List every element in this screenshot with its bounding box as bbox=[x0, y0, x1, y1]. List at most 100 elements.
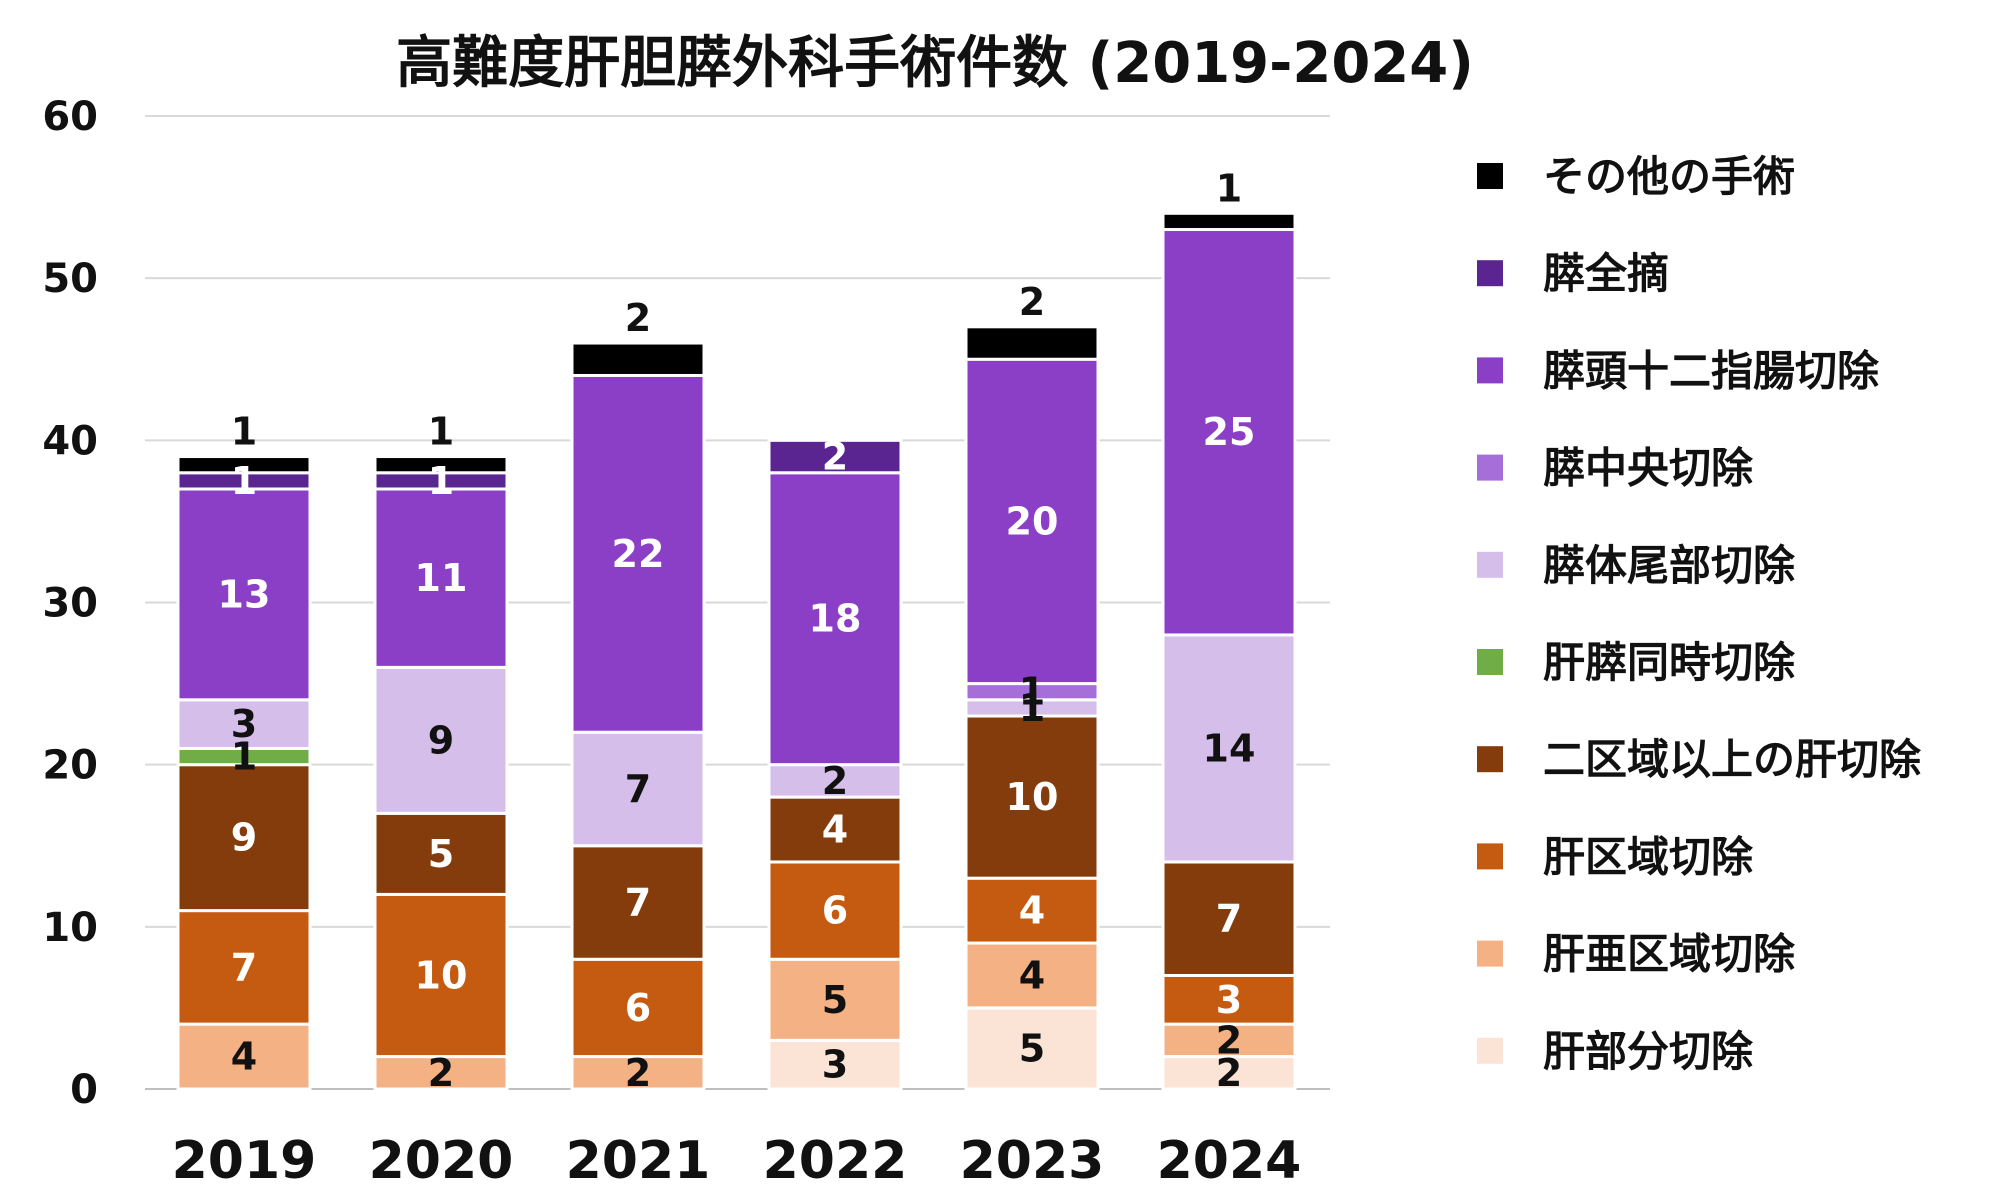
x-tick-label: 2022 bbox=[763, 1131, 908, 1191]
data-label: 3 bbox=[1216, 978, 1242, 1022]
x-tick-label: 2020 bbox=[369, 1131, 514, 1191]
legend: その他の手術膵全摘膵頭十二指腸切除膵中央切除膵体尾部切除肝膵同時切除二区域以上の… bbox=[1477, 152, 1922, 1076]
legend-swatch bbox=[1477, 649, 1503, 675]
bar-segment bbox=[1161, 860, 1297, 977]
bars: 4791313112105911112677222356421825441011… bbox=[176, 166, 1297, 1095]
data-label: 1 bbox=[231, 459, 257, 503]
bar-segment bbox=[570, 341, 706, 377]
legend-item: 膵中央切除 bbox=[1477, 444, 1754, 493]
data-label: 5 bbox=[822, 978, 848, 1022]
legend-item: 膵頭十二指腸切除 bbox=[1477, 346, 1880, 395]
bar-segment bbox=[373, 455, 509, 475]
data-label: 18 bbox=[809, 597, 862, 641]
data-label: 9 bbox=[428, 718, 454, 762]
data-label: 10 bbox=[1006, 775, 1059, 819]
legend-item: 肝亜区域切除 bbox=[1477, 930, 1796, 979]
data-label: 2 bbox=[625, 1051, 651, 1095]
x-tick-label: 2021 bbox=[566, 1131, 711, 1191]
data-label: 22 bbox=[612, 532, 665, 576]
y-tick-label: 10 bbox=[42, 905, 98, 951]
data-label: 9 bbox=[231, 816, 257, 860]
bar-2023: 5 4 4 10 11 20 2 bbox=[964, 280, 1100, 1091]
bar-segment bbox=[570, 957, 706, 1059]
bar-segment bbox=[767, 763, 903, 799]
y-tick-label: 60 bbox=[42, 94, 98, 140]
data-label: 3 bbox=[822, 1043, 848, 1087]
bar-segment bbox=[1161, 228, 1297, 637]
data-label: 1 bbox=[231, 735, 257, 779]
data-label: 11 bbox=[415, 556, 468, 600]
data-label: 7 bbox=[625, 881, 651, 925]
bar-segment bbox=[767, 1038, 903, 1091]
data-label: 1 bbox=[1019, 686, 1045, 730]
bar-segment bbox=[1161, 211, 1297, 232]
data-label: 1 bbox=[1019, 670, 1045, 714]
data-label: 2 bbox=[822, 759, 848, 803]
data-label: 10 bbox=[415, 953, 468, 997]
data-label: 6 bbox=[625, 986, 651, 1030]
bar-segment bbox=[964, 714, 1100, 880]
bar-segment bbox=[176, 909, 312, 1026]
data-label: 2 bbox=[1216, 1018, 1242, 1062]
y-tick-label: 40 bbox=[42, 418, 98, 464]
bar-segment bbox=[767, 471, 903, 767]
bar-segment bbox=[767, 860, 903, 961]
bar-2022: 3 5 6 4 2 18 2 bbox=[767, 435, 903, 1091]
legend-swatch bbox=[1477, 163, 1503, 189]
data-label: 1 bbox=[428, 410, 454, 454]
data-label: 7 bbox=[1216, 897, 1242, 941]
data-label: 2 bbox=[428, 1051, 454, 1095]
data-label: 7 bbox=[625, 767, 651, 811]
data-label: 6 bbox=[822, 889, 848, 933]
legend-label: 二区域以上の肝切除 bbox=[1543, 735, 1922, 784]
data-label: 1 bbox=[1216, 166, 1242, 210]
bar-segment bbox=[373, 892, 509, 1059]
legend-label: 肝亜区域切除 bbox=[1543, 930, 1796, 979]
data-label: 4 bbox=[1019, 953, 1045, 997]
legend-swatch bbox=[1477, 454, 1503, 481]
legend-item: 膵全摘 bbox=[1477, 249, 1669, 298]
legend-label: 膵体尾部切除 bbox=[1543, 541, 1796, 590]
bar-segment bbox=[176, 763, 312, 913]
data-label: 13 bbox=[218, 572, 271, 616]
x-axis: 2019 2020 2021 2022 2023 2024 bbox=[172, 1131, 1302, 1191]
legend-item: 肝部分切除 bbox=[1477, 1027, 1754, 1076]
bar-segment bbox=[570, 844, 706, 961]
data-label: 20 bbox=[1006, 499, 1059, 543]
data-label: 25 bbox=[1203, 410, 1256, 454]
data-label: 2 bbox=[1019, 280, 1045, 324]
grid-lines bbox=[145, 115, 1330, 1090]
legend-item: 肝膵同時切除 bbox=[1477, 638, 1796, 687]
bar-segment bbox=[964, 357, 1100, 686]
legend-label: 膵中央切除 bbox=[1543, 444, 1754, 493]
legend-swatch bbox=[1477, 357, 1503, 384]
legend-item: その他の手術 bbox=[1477, 152, 1795, 201]
bar-segment bbox=[1161, 973, 1297, 1026]
legend-swatch bbox=[1477, 551, 1503, 578]
bar-segment bbox=[767, 795, 903, 864]
bar-segment bbox=[964, 876, 1100, 945]
legend-label: 肝膵同時切除 bbox=[1543, 638, 1796, 687]
data-label: 14 bbox=[1203, 726, 1256, 770]
data-label: 4 bbox=[1019, 889, 1045, 933]
y-tick-label: 20 bbox=[42, 743, 98, 789]
data-label: 2 bbox=[1216, 1051, 1242, 1095]
legend-swatch bbox=[1477, 746, 1503, 773]
data-label: 2 bbox=[822, 435, 848, 479]
bar-segment bbox=[1161, 1022, 1297, 1059]
legend-item: 膵体尾部切除 bbox=[1477, 541, 1796, 590]
legend-swatch bbox=[1477, 1037, 1503, 1064]
chart-title: 高難度肝胆膵外科手術件数 (2019-2024) bbox=[396, 31, 1474, 96]
bar-segment bbox=[964, 1006, 1100, 1091]
y-tick-label: 50 bbox=[42, 256, 98, 302]
bar-segment bbox=[1161, 1055, 1297, 1091]
data-label: 1 bbox=[428, 459, 454, 503]
legend-label: 肝区域切除 bbox=[1543, 832, 1754, 881]
bar-segment bbox=[176, 698, 312, 750]
legend-item: 肝区域切除 bbox=[1477, 832, 1754, 881]
